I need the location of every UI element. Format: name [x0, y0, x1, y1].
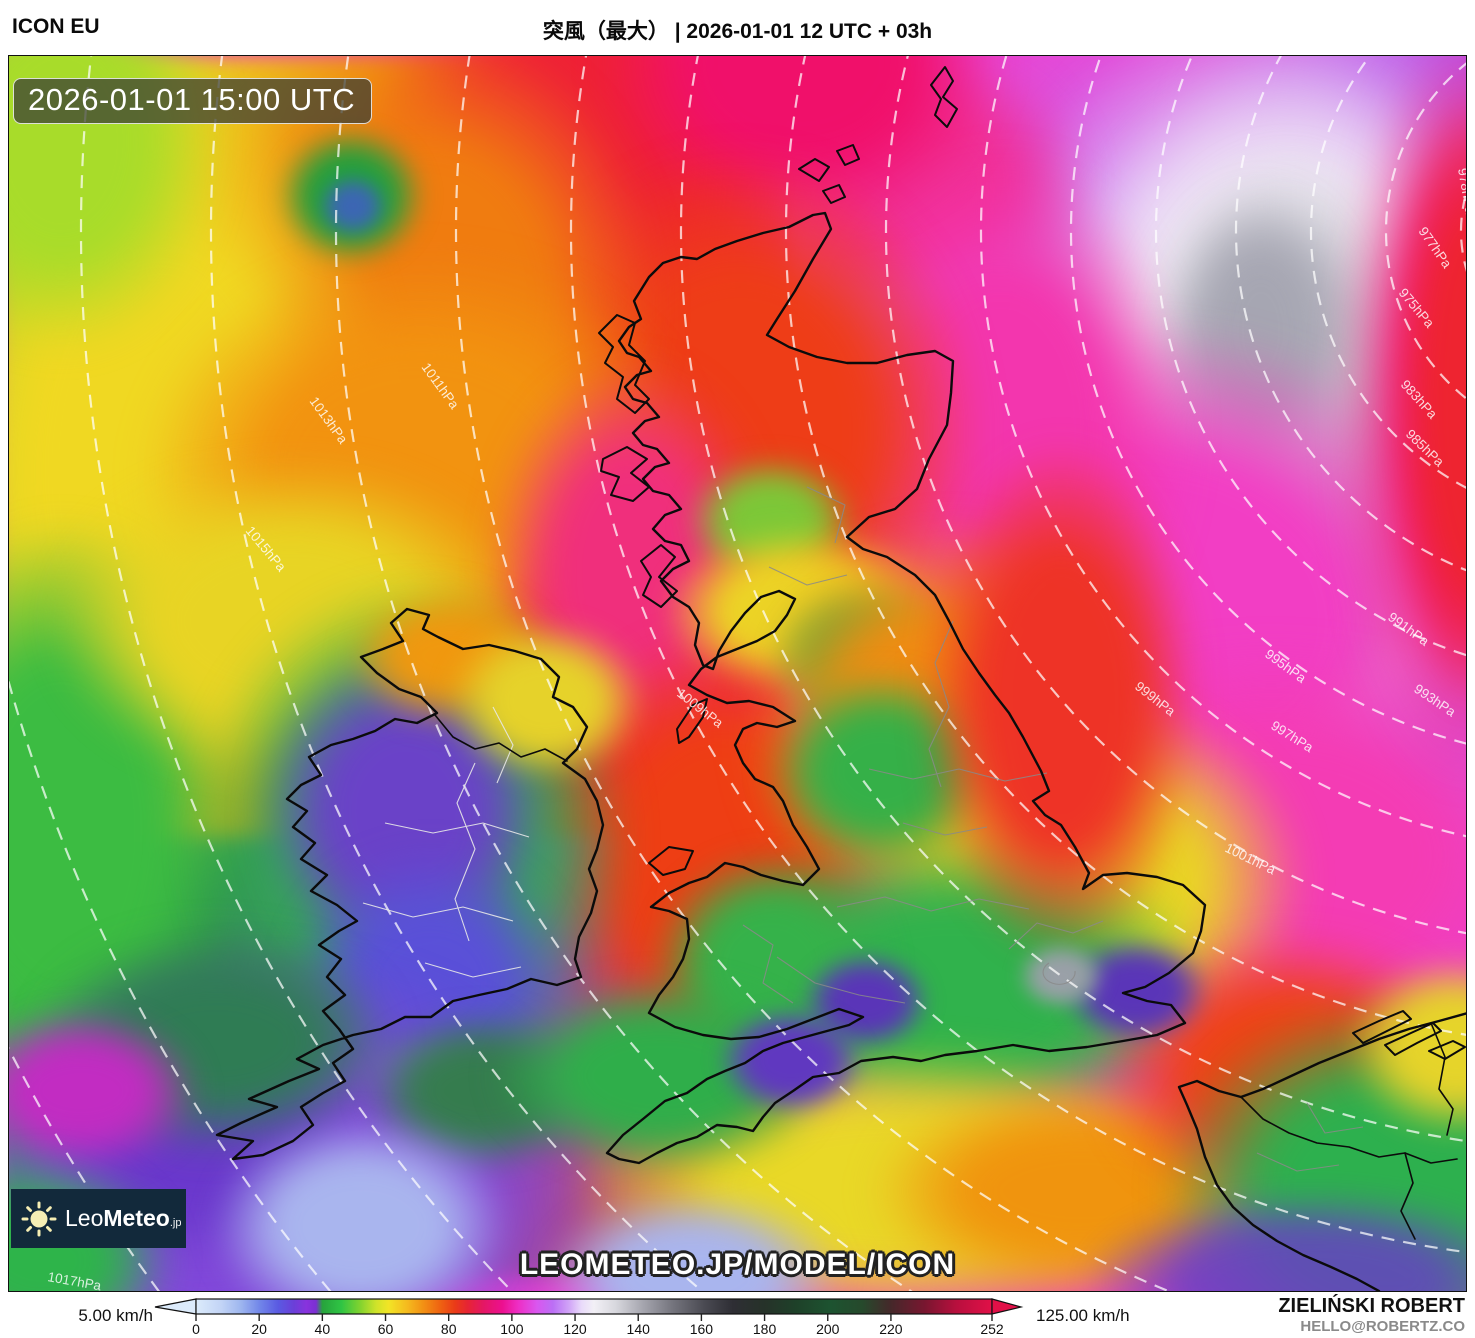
logo-wordmark: LeoMeteo.jp: [65, 1205, 182, 1231]
svg-text:1017hPa: 1017hPa: [46, 1269, 102, 1292]
svg-text:20: 20: [251, 1321, 267, 1337]
leometeo-logo: LeoMeteo.jp: [11, 1189, 186, 1248]
svg-text:160: 160: [690, 1321, 714, 1337]
svg-text:140: 140: [627, 1321, 651, 1337]
svg-text:995hPa: 995hPa: [1262, 646, 1309, 686]
svg-text:120: 120: [563, 1321, 587, 1337]
ireland-coast: [215, 607, 605, 1161]
dutch-islands: [1352, 1010, 1466, 1060]
svg-text:220: 220: [879, 1321, 903, 1337]
anglesey-island: [648, 846, 694, 876]
svg-text:991hPa: 991hPa: [1385, 609, 1432, 649]
header-bar: ICON EU 突風（最大） | 2026-01-01 12 UTC + 03h: [0, 0, 1475, 55]
weather-map: 978hPa 977hPa 975hPa 983hPa 985hPa 991hPa 993h…: [8, 55, 1467, 1292]
svg-text:40: 40: [315, 1321, 331, 1337]
svg-text:1011hPa: 1011hPa: [419, 360, 463, 412]
svg-text:1013hPa: 1013hPa: [307, 394, 351, 447]
sun-icon: [21, 1201, 57, 1236]
watermark: LEOMETEO.JP/MODEL/ICON: [519, 1248, 956, 1281]
svg-text:999hPa: 999hPa: [1132, 679, 1178, 720]
coastlines: [215, 66, 1466, 1291]
credit-name: ZIELIŃSKI ROBERT: [1278, 1295, 1465, 1317]
legend-left-arrow: [154, 1298, 197, 1315]
isobar-lines: [9, 56, 1466, 1291]
svg-text:200: 200: [816, 1321, 840, 1337]
hebrides-islands: [598, 314, 678, 608]
svg-text:1001hPa: 1001hPa: [1223, 840, 1279, 877]
svg-text:252: 252: [980, 1321, 1004, 1337]
isobar-labels: 978hPa977hPa975hPa983hPa985hPa991hPa993h…: [46, 167, 1467, 1292]
admin-borders: [362, 486, 1364, 1172]
legend-right-arrow: [991, 1298, 1024, 1315]
svg-text:80: 80: [441, 1321, 457, 1337]
svg-text:60: 60: [378, 1321, 394, 1337]
svg-text:975hPa: 975hPa: [1396, 285, 1438, 331]
svg-text:977hPa: 977hPa: [1416, 224, 1455, 271]
legend-min-label: 5.00 km/h: [78, 1306, 153, 1325]
isle-of-man: [676, 698, 708, 744]
svg-text:1015hPa: 1015hPa: [243, 523, 290, 574]
svg-text:0: 0: [192, 1321, 200, 1337]
svg-text:180: 180: [753, 1321, 777, 1337]
svg-text:993hPa: 993hPa: [1411, 681, 1458, 720]
orkney-shetland-islands: [798, 66, 958, 204]
model-label: ICON EU: [12, 15, 100, 38]
legend-max-label: 125.00 km/h: [1036, 1306, 1130, 1325]
svg-text:978hPa: 978hPa: [1455, 167, 1467, 216]
svg-text:100: 100: [500, 1321, 524, 1337]
credit-email: HELLO@ROBERTZ.CO: [1300, 1318, 1465, 1335]
credits: ZIELIŃSKI ROBERT HELLO@ROBERTZ.CO: [1278, 1295, 1465, 1336]
wind-gust-field: [9, 56, 1466, 1291]
legend-gradient-bar: [195, 1298, 993, 1315]
great-britain-coast: [605, 211, 1207, 1165]
legend-colorbar: 0 20 40 60 80 100 120 140 160 180 200 220 252: [154, 1298, 1024, 1337]
svg-text:997hPa: 997hPa: [1268, 718, 1316, 756]
page-title: 突風（最大） | 2026-01-01 12 UTC + 03h: [542, 20, 933, 43]
continental-coast: [1177, 1012, 1466, 1291]
country-borders: [434, 714, 1458, 1240]
timestamp-badge: 2026-01-01 15:00 UTC: [13, 78, 373, 124]
svg-text:983hPa: 983hPa: [1398, 377, 1441, 422]
map-overlay: 978hPa977hPa975hPa983hPa985hPa991hPa993h…: [9, 56, 1467, 1292]
legend-ticks: 0 20 40 60 80 100 120 140 160 180 200 220 252: [192, 1314, 1004, 1337]
